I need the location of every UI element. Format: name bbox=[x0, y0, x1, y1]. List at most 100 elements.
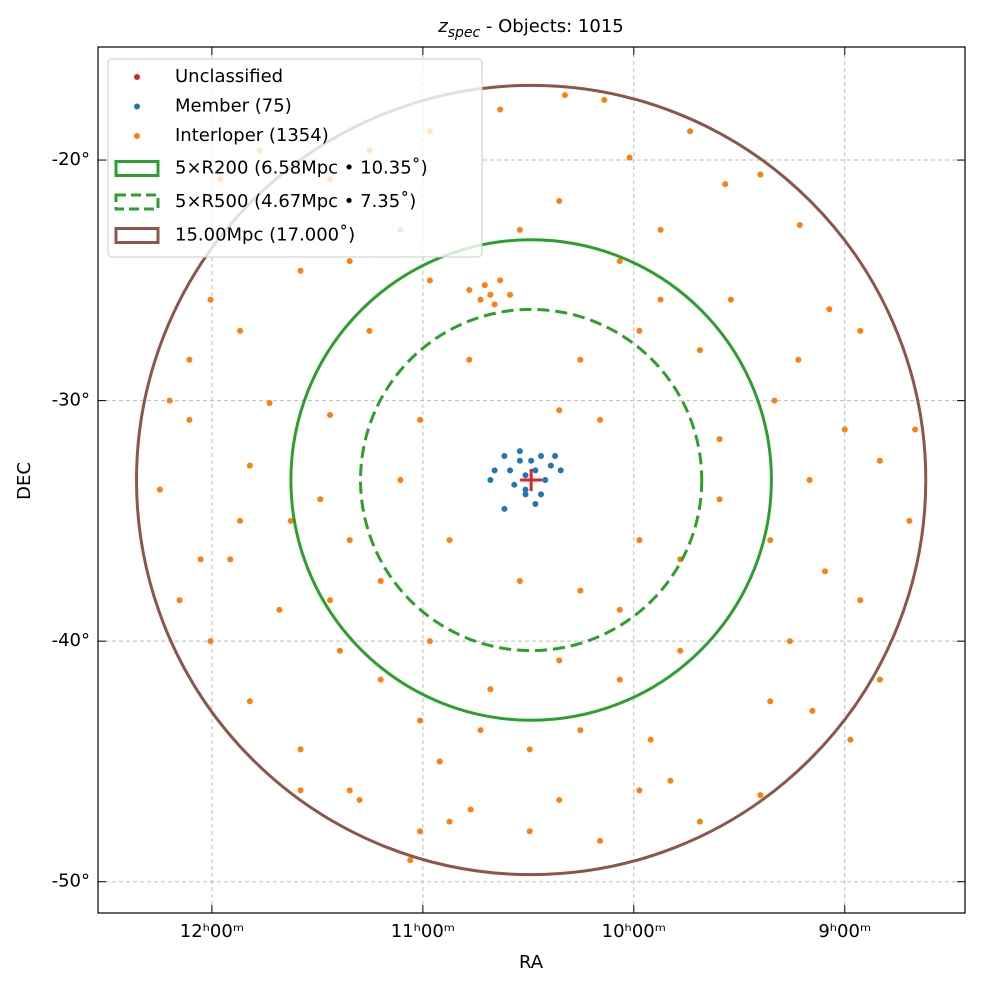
radius-circle bbox=[359, 307, 704, 653]
scatter-point bbox=[532, 501, 539, 508]
legend-label: Interloper (1354) bbox=[175, 125, 329, 146]
scatter-point bbox=[786, 638, 793, 645]
scatter-point bbox=[767, 537, 774, 544]
scatter-point bbox=[477, 727, 484, 734]
scatter-point bbox=[616, 258, 623, 265]
scatter-point bbox=[166, 397, 173, 404]
scatter-point bbox=[246, 462, 253, 469]
scatter-point bbox=[417, 717, 424, 724]
scatter-point bbox=[597, 837, 604, 844]
legend-label: Unclassified bbox=[175, 66, 283, 87]
scatter-point bbox=[467, 806, 474, 813]
scatter-point bbox=[346, 258, 353, 265]
scatter-point bbox=[841, 426, 848, 433]
scatter-point bbox=[156, 486, 163, 493]
x-axis-label: RA bbox=[519, 952, 544, 973]
scatter-point bbox=[287, 517, 294, 524]
scatter-point bbox=[532, 467, 539, 474]
scatter-point bbox=[516, 226, 523, 233]
scatter-point bbox=[346, 787, 353, 794]
scatter-point bbox=[276, 606, 283, 613]
scatter-point bbox=[522, 472, 529, 479]
scatter-point bbox=[227, 556, 234, 563]
scatter-point bbox=[771, 397, 778, 404]
scatter-point bbox=[417, 828, 424, 835]
scatter-point bbox=[207, 638, 214, 645]
scatter-point bbox=[487, 477, 494, 483]
scatter-point bbox=[487, 686, 494, 693]
scatter-point bbox=[876, 676, 883, 683]
scatter-point bbox=[297, 787, 304, 794]
scatter-point bbox=[246, 698, 253, 705]
scatter-point bbox=[327, 412, 334, 419]
scatter-point bbox=[511, 481, 518, 488]
scatter-point bbox=[377, 676, 384, 683]
scatter-point bbox=[556, 407, 563, 414]
radius-circle bbox=[289, 238, 773, 722]
legend-label: Member (75) bbox=[175, 96, 292, 117]
scatter-point bbox=[336, 647, 343, 654]
scatter-point bbox=[487, 291, 494, 298]
legend-marker bbox=[134, 74, 140, 80]
scatter-point bbox=[436, 758, 443, 765]
scatter-point bbox=[186, 356, 193, 363]
scatter-point bbox=[356, 796, 363, 803]
scatter-point bbox=[809, 707, 816, 714]
scatter-point bbox=[237, 327, 244, 334]
scatter-point bbox=[716, 496, 723, 503]
scatter-point bbox=[237, 517, 244, 524]
scatter-point bbox=[552, 452, 559, 459]
scatter-point bbox=[727, 296, 734, 303]
scatter-point bbox=[626, 154, 633, 161]
scatter-point bbox=[516, 457, 523, 464]
scatter-point bbox=[826, 306, 833, 313]
scatter-point bbox=[597, 416, 604, 423]
scatter-point bbox=[491, 467, 498, 474]
scatter-point bbox=[547, 462, 554, 469]
center-marker bbox=[520, 469, 543, 491]
scatter-point bbox=[497, 277, 504, 284]
scatter-point bbox=[297, 267, 304, 274]
scatter-point bbox=[481, 282, 488, 289]
scatter-point bbox=[407, 857, 414, 864]
scatter-point bbox=[636, 787, 643, 794]
x-tick-label: 10ʰ00ᵐ bbox=[602, 921, 666, 942]
scatter-point bbox=[516, 578, 523, 585]
scatter-point bbox=[497, 106, 504, 113]
scatter-point bbox=[426, 277, 433, 284]
legend-box bbox=[107, 58, 483, 258]
scatter-point bbox=[491, 301, 498, 308]
scatter-point bbox=[207, 296, 214, 303]
scatter-point bbox=[526, 828, 533, 835]
scatter-point bbox=[397, 477, 404, 483]
scatter-point bbox=[446, 537, 453, 544]
scatter-point bbox=[647, 736, 654, 743]
scatter-point bbox=[266, 400, 273, 407]
plot-frame bbox=[97, 46, 966, 914]
scatter-point bbox=[767, 698, 774, 705]
legend-label: 5×R200 (6.58Mpc • 10.35˚) bbox=[175, 158, 428, 179]
scatter-point bbox=[757, 792, 764, 799]
scatter-point bbox=[722, 181, 729, 188]
scatter-point bbox=[176, 597, 183, 604]
scatter-point bbox=[522, 486, 529, 493]
scatter-point bbox=[501, 452, 508, 459]
scatter-point bbox=[657, 296, 664, 303]
scatter-point bbox=[537, 491, 544, 498]
scatter-point bbox=[366, 327, 373, 334]
scatter-point bbox=[716, 436, 723, 443]
scatter-point bbox=[507, 467, 514, 474]
scatter-point bbox=[507, 291, 514, 298]
scatter-point bbox=[556, 796, 563, 803]
scatter-point bbox=[847, 736, 854, 743]
scatter-point bbox=[667, 777, 674, 784]
scatter-point bbox=[557, 467, 564, 474]
scatter-point bbox=[556, 197, 563, 204]
scatter-point bbox=[577, 587, 584, 594]
scatter-point bbox=[876, 457, 883, 464]
scatter-point bbox=[806, 477, 813, 483]
legend-marker bbox=[134, 133, 140, 139]
legend-patch bbox=[114, 193, 160, 211]
scatter-point bbox=[636, 327, 643, 334]
